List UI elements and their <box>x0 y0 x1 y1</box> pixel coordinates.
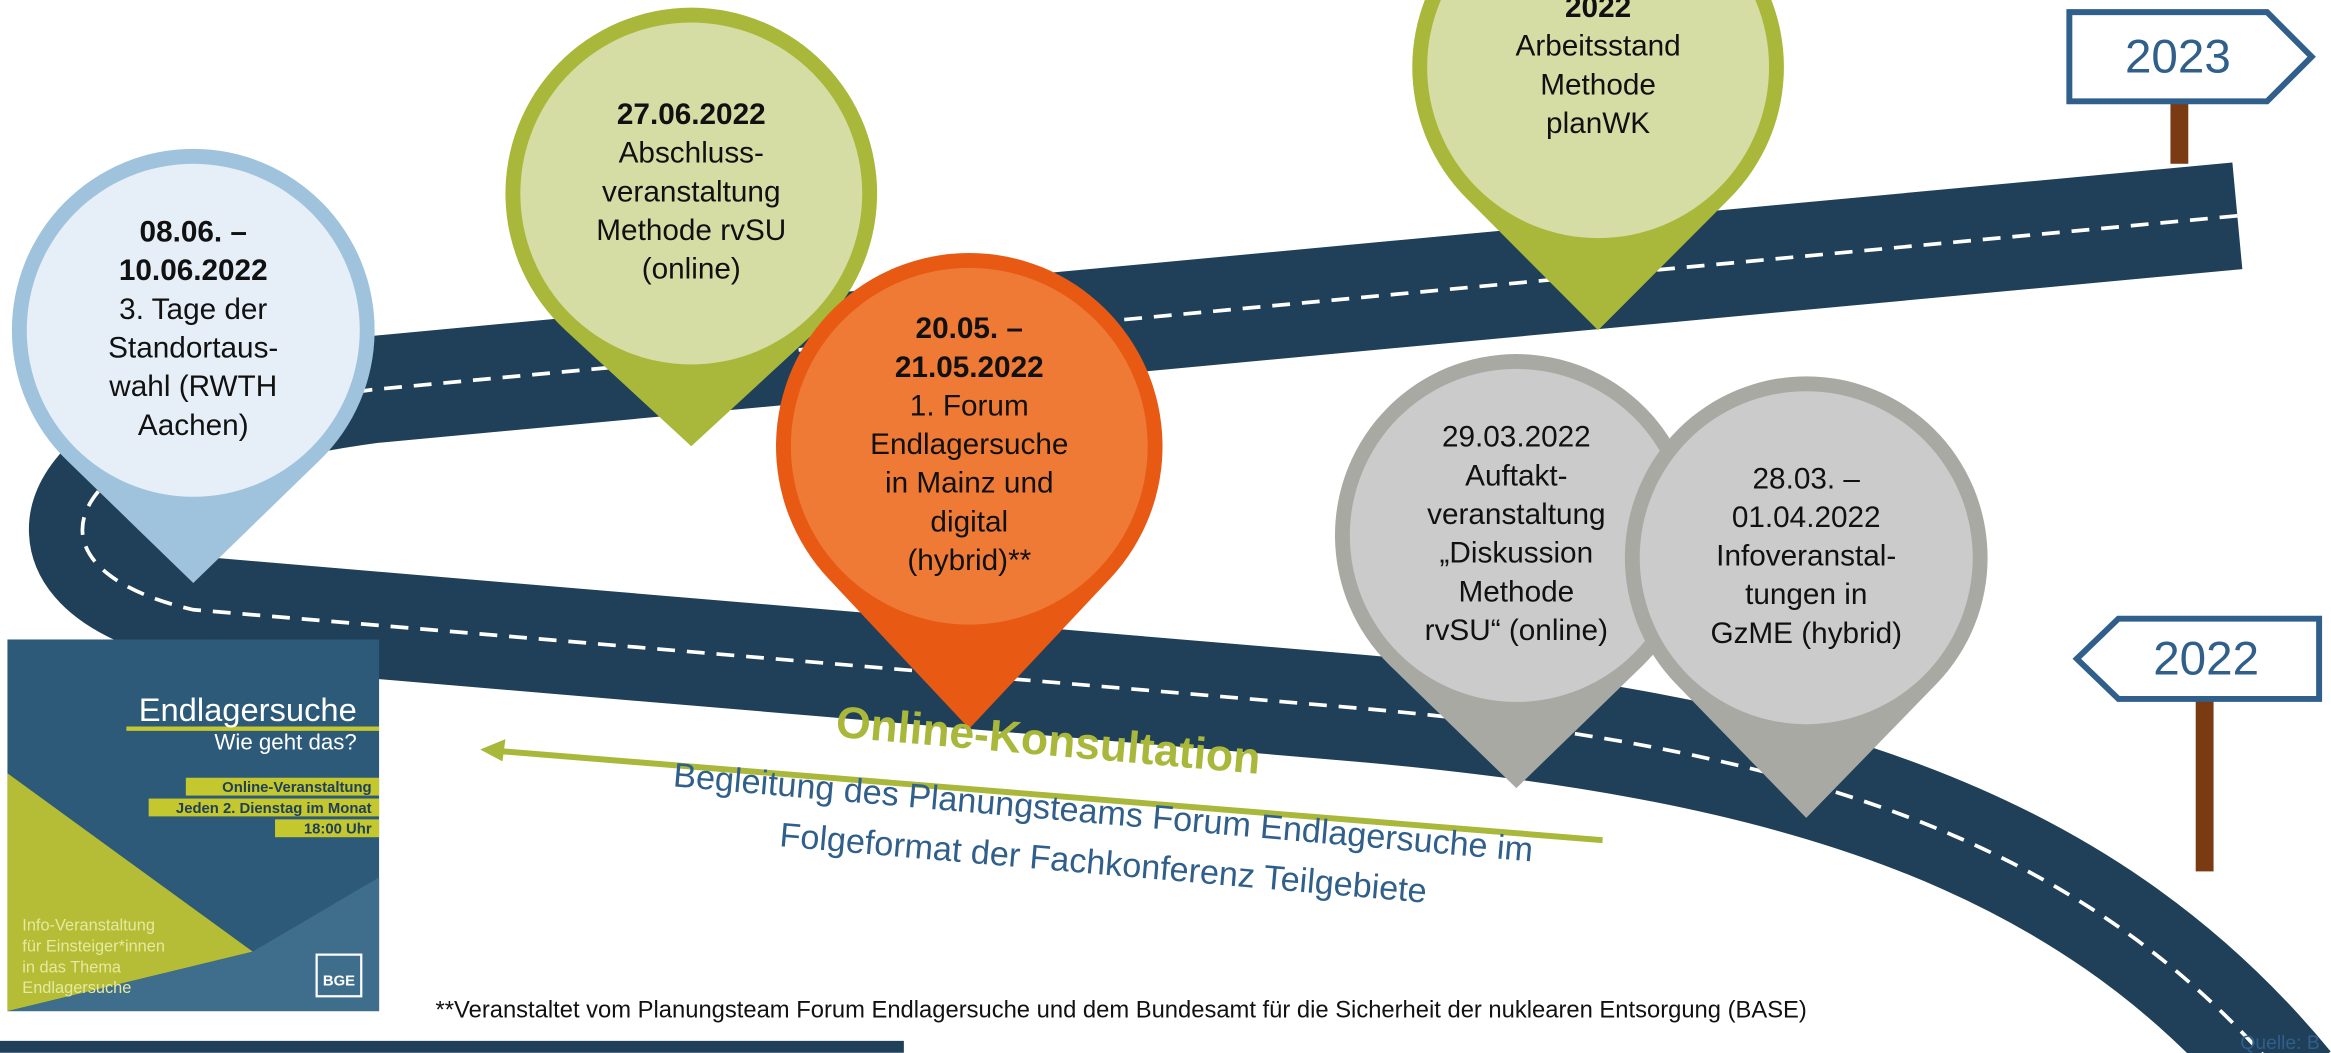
poster-info: in das Thema <box>22 958 122 976</box>
pin-date: 10.06.2022 <box>119 254 268 287</box>
footnote: **Veranstaltet vom Planungsteam Forum En… <box>436 996 1807 1023</box>
pin-inner <box>1427 0 1770 239</box>
pin-text: Methode <box>1459 575 1575 608</box>
poster-badge <box>185 777 380 796</box>
poster-subtitle: Wie geht das? <box>214 729 356 754</box>
poster-shape <box>7 773 253 1012</box>
pin-date: 21.05.2022 <box>895 351 1044 384</box>
pin-text: Arbeitsstand <box>1516 30 1681 63</box>
poster-shape <box>7 877 380 1012</box>
pin-text: GzME (hybrid) <box>1710 617 1902 650</box>
pin-text: 28.03. – <box>1753 462 1861 495</box>
pin-text: Aachen) <box>138 409 249 442</box>
pin-date: 08.06. – <box>140 215 247 248</box>
pin-inner <box>1349 368 1683 702</box>
pin-text: in Mainz und <box>885 467 1054 500</box>
poster-badge-text: Online-Veranstaltung <box>222 780 371 796</box>
pin-inner <box>520 22 863 365</box>
pin-text: Abschluss- <box>619 137 764 170</box>
arrow-head <box>480 739 506 762</box>
pin-text: veranstaltung <box>602 175 780 208</box>
pin-text: Endlagersuche <box>870 428 1068 461</box>
poster-badge <box>148 798 380 817</box>
poster-badge-text: 18:00 Uhr <box>304 822 372 838</box>
pin-text: „Diskussion <box>1440 537 1594 570</box>
pin-text: Methode <box>1540 68 1656 101</box>
poster-logo-text: BGE <box>323 973 355 989</box>
pin-text: veranstaltung <box>1427 498 1605 531</box>
pin-text: tungen in <box>1745 578 1867 611</box>
source: Quelle: B <box>2240 1033 2319 1053</box>
pin-text: digital <box>930 505 1008 538</box>
poster-title: Endlagersuche <box>139 691 357 728</box>
pin-text: Auftakt- <box>1465 459 1567 492</box>
pin-text: 1. Forum <box>910 389 1029 422</box>
pin-inner <box>790 267 1148 625</box>
poster-info: für Einsteiger*innen <box>22 938 165 956</box>
bottom-bar <box>0 1040 904 1053</box>
poster-info: Endlagersuche <box>22 979 131 997</box>
pin-text: 01.04.2022 <box>1732 501 1881 534</box>
pin-text: 3. Tage der <box>119 293 267 326</box>
sign <box>2066 9 2316 105</box>
poster-badge <box>275 819 380 838</box>
poster-badge-text: Jeden 2. Dienstag im Monat <box>176 801 372 817</box>
pin-text: (hybrid)** <box>907 544 1031 577</box>
sign-post <box>2195 695 2214 872</box>
pin-text: Methode rvSU <box>596 214 786 247</box>
pin-date: 20.05. – <box>916 312 1023 345</box>
pin-text: Standortaus- <box>108 331 278 364</box>
pin-date: 27.06.2022 <box>617 98 766 131</box>
poster-info: Info-Veranstaltung <box>22 917 155 935</box>
sign-label: 2022 <box>2153 632 2259 685</box>
pin-inner <box>26 163 360 497</box>
pin-text: planWK <box>1546 107 1650 140</box>
pin-inner <box>1639 391 1973 725</box>
sign <box>2072 615 2323 702</box>
sign-post <box>2170 89 2189 164</box>
pin-text: wahl (RWTH <box>108 370 277 403</box>
pin-date: 2022 <box>1565 0 1631 24</box>
sign-label: 2023 <box>2125 30 2231 83</box>
pin-text: 29.03.2022 <box>1442 421 1591 454</box>
pin-text: rvSU“ (online) <box>1425 614 1608 647</box>
pin-text: (online) <box>642 253 741 286</box>
arrow <box>497 748 1603 844</box>
pin-text: Infoveranstal- <box>1716 540 1896 573</box>
poster-logo <box>315 953 363 998</box>
